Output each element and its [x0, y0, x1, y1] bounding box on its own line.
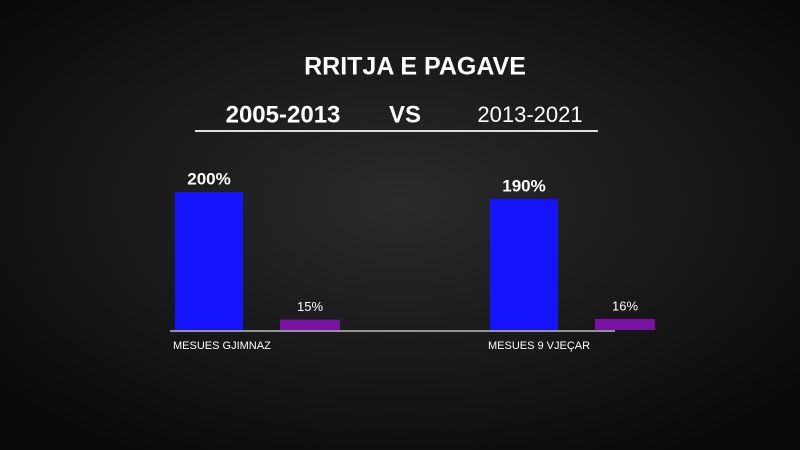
category-label: MESUES 9 VJEÇAR — [488, 340, 590, 352]
value-label: 190% — [502, 176, 545, 195]
period-label: 2005-2013 — [226, 101, 341, 128]
bar — [175, 192, 243, 330]
value-label: 15% — [297, 299, 323, 314]
bar — [490, 198, 558, 330]
value-label: 200% — [187, 169, 230, 188]
value-label: 16% — [612, 298, 638, 313]
period-label: 2013-2021 — [477, 102, 582, 127]
bar — [595, 318, 655, 330]
chart-title: RRITJA E PAGAVE — [304, 53, 526, 81]
vs-label: VS — [389, 101, 421, 128]
category-label: MESUES GJIMNAZ — [173, 340, 271, 352]
bar — [280, 319, 340, 330]
